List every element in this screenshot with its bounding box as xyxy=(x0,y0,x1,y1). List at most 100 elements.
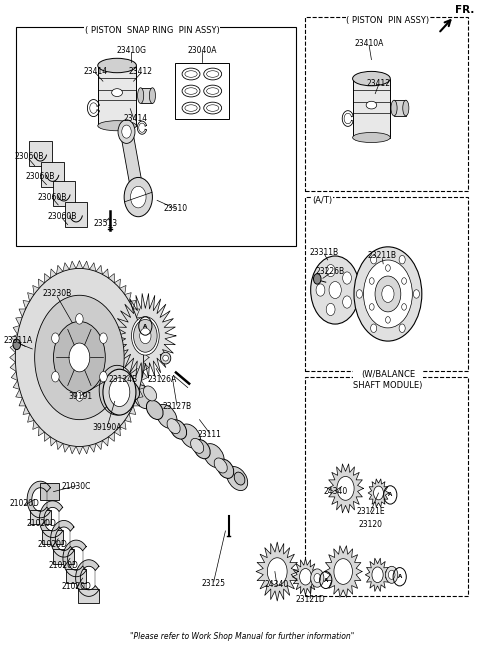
Bar xyxy=(42,529,63,544)
Ellipse shape xyxy=(391,100,397,116)
Circle shape xyxy=(399,255,405,264)
Ellipse shape xyxy=(185,71,197,77)
Circle shape xyxy=(122,125,131,138)
Circle shape xyxy=(385,265,390,272)
Circle shape xyxy=(311,569,324,587)
Text: 23410A: 23410A xyxy=(354,39,384,48)
Text: 23120: 23120 xyxy=(359,520,383,529)
Text: (A/T): (A/T) xyxy=(312,196,332,205)
Circle shape xyxy=(334,559,352,584)
Circle shape xyxy=(337,476,354,501)
Text: 23311B: 23311B xyxy=(310,247,339,256)
Ellipse shape xyxy=(185,88,197,94)
Polygon shape xyxy=(256,542,299,601)
Circle shape xyxy=(343,272,351,284)
Circle shape xyxy=(35,295,124,420)
Text: 23111: 23111 xyxy=(198,430,222,439)
Text: A: A xyxy=(324,577,328,583)
Text: A: A xyxy=(388,493,393,497)
Text: 23121E: 23121E xyxy=(356,508,385,516)
Circle shape xyxy=(372,567,383,583)
Circle shape xyxy=(363,260,412,328)
Circle shape xyxy=(140,328,151,344)
Ellipse shape xyxy=(217,459,234,478)
Text: 23412: 23412 xyxy=(129,67,153,76)
Polygon shape xyxy=(10,260,149,455)
Circle shape xyxy=(300,569,312,585)
Text: 21020D: 21020D xyxy=(27,520,57,528)
Ellipse shape xyxy=(123,380,140,400)
Ellipse shape xyxy=(193,440,210,459)
Ellipse shape xyxy=(98,121,136,131)
Text: 23060B: 23060B xyxy=(14,152,44,161)
Bar xyxy=(52,181,75,206)
Text: 24340: 24340 xyxy=(323,487,348,496)
Circle shape xyxy=(132,317,159,355)
Bar xyxy=(175,63,229,119)
Text: 23060B: 23060B xyxy=(48,213,77,221)
Bar xyxy=(41,162,64,186)
Text: 23040A: 23040A xyxy=(187,46,216,55)
Text: 23412: 23412 xyxy=(367,79,391,89)
Circle shape xyxy=(69,343,90,372)
Text: 24340: 24340 xyxy=(264,580,289,589)
Circle shape xyxy=(373,486,384,500)
Text: 23124B: 23124B xyxy=(108,375,138,384)
Ellipse shape xyxy=(170,420,187,439)
Bar xyxy=(29,142,52,167)
Text: 23211B: 23211B xyxy=(368,251,397,260)
Bar xyxy=(30,510,51,524)
Ellipse shape xyxy=(98,58,136,73)
Circle shape xyxy=(124,177,153,216)
Ellipse shape xyxy=(149,88,156,104)
Text: 21030C: 21030C xyxy=(61,482,91,491)
Bar xyxy=(53,549,74,564)
Text: A: A xyxy=(143,323,147,329)
Ellipse shape xyxy=(234,472,245,485)
Circle shape xyxy=(133,319,157,352)
Ellipse shape xyxy=(132,384,154,409)
Text: 23414: 23414 xyxy=(124,114,148,123)
Text: 39190A: 39190A xyxy=(93,423,122,432)
Circle shape xyxy=(311,256,360,324)
Text: 23513: 23513 xyxy=(93,218,118,228)
Text: 23121D: 23121D xyxy=(295,595,325,604)
Ellipse shape xyxy=(117,379,127,392)
Ellipse shape xyxy=(191,438,204,453)
Text: FR.: FR. xyxy=(455,5,475,15)
Polygon shape xyxy=(27,482,50,518)
Circle shape xyxy=(267,558,287,585)
Ellipse shape xyxy=(156,404,177,428)
Ellipse shape xyxy=(204,102,222,114)
Polygon shape xyxy=(115,293,176,378)
Text: 21020D: 21020D xyxy=(37,540,68,549)
Circle shape xyxy=(326,264,335,277)
Circle shape xyxy=(100,371,107,382)
Circle shape xyxy=(118,120,135,144)
Polygon shape xyxy=(39,501,63,537)
Text: 23230B: 23230B xyxy=(43,289,72,298)
Circle shape xyxy=(329,281,341,298)
Circle shape xyxy=(402,277,407,284)
Ellipse shape xyxy=(206,105,219,112)
Circle shape xyxy=(76,314,83,324)
Bar xyxy=(65,202,87,227)
Text: "Please refer to Work Shop Manual for further information": "Please refer to Work Shop Manual for fu… xyxy=(130,632,354,642)
Circle shape xyxy=(354,247,422,341)
Ellipse shape xyxy=(146,400,163,419)
Circle shape xyxy=(100,333,107,344)
Text: 23060B: 23060B xyxy=(25,172,55,180)
Circle shape xyxy=(314,573,321,583)
Ellipse shape xyxy=(403,100,409,116)
Text: 23126A: 23126A xyxy=(147,375,177,384)
Text: 21020D: 21020D xyxy=(61,582,91,591)
Text: 23410G: 23410G xyxy=(116,46,146,55)
Circle shape xyxy=(316,284,325,296)
Circle shape xyxy=(382,285,394,302)
FancyBboxPatch shape xyxy=(98,66,136,126)
Text: 23414: 23414 xyxy=(84,67,108,76)
Text: ( PISTON  PIN ASSY): ( PISTON PIN ASSY) xyxy=(347,16,430,25)
Text: 23060B: 23060B xyxy=(38,193,67,201)
Circle shape xyxy=(53,321,105,394)
Ellipse shape xyxy=(206,88,219,94)
